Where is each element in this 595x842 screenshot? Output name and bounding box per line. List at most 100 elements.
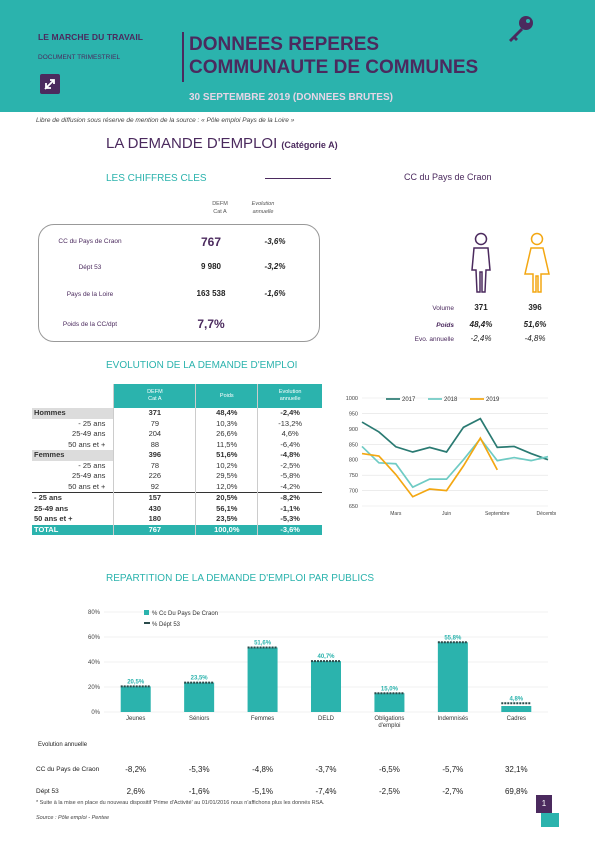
table-row: 50 ans et + 92 12,0% -4,2% xyxy=(32,481,322,493)
rep-row-label: Dépt 53 xyxy=(36,788,59,795)
x-tick-label: Septembre xyxy=(485,511,510,517)
th-evo: Evolution xyxy=(278,389,302,395)
gender-men-value: 48,4% xyxy=(469,320,493,329)
cell-defm: 371 xyxy=(113,408,196,419)
y-tick-label: 700 xyxy=(349,489,358,495)
cell-label: Femmes xyxy=(32,450,114,461)
cell-defm: 79 xyxy=(113,418,196,429)
col-header-evo-sub: annuelle xyxy=(252,209,274,215)
bar-value-label: 51,6% xyxy=(254,641,272,647)
cell-poids: 48,4% xyxy=(195,408,258,419)
cell-evo: -5,8% xyxy=(257,471,322,482)
repartition-title: REPARTITION DE LA DEMANDE D'EMPLOI PAR P… xyxy=(106,573,375,584)
x-tick-label: Mars xyxy=(390,511,402,517)
woman-icon xyxy=(520,232,554,296)
cell-evo: -1,1% xyxy=(257,503,322,514)
report-series-title: LE MARCHE DU TRAVAIL xyxy=(38,32,144,42)
table-header-evo: Evolution annuelle xyxy=(257,384,322,408)
cell-evo: -8,2% xyxy=(257,492,322,504)
cell-poids: 26,6% xyxy=(195,429,258,440)
cell-label: 50 ans et + xyxy=(68,439,106,449)
cell-label: 25-49 ans xyxy=(72,429,106,438)
cell-defm: 92 xyxy=(113,481,196,493)
legend-swatch xyxy=(144,610,149,615)
rep-row-label: CC du Pays de Craon xyxy=(36,766,100,773)
y-tick-label: 0% xyxy=(91,710,100,716)
cell-evo: -5,3% xyxy=(257,514,322,525)
cell-evo: -4,2% xyxy=(257,481,322,493)
kf-evolution: -3,2% xyxy=(264,262,286,271)
rep-value: -1,6% xyxy=(188,787,210,796)
rep-value: -5,7% xyxy=(442,765,464,774)
bar-value-label: 23,5% xyxy=(191,676,209,682)
cell-defm: 396 xyxy=(113,450,196,461)
y-tick-label: 850 xyxy=(349,442,358,448)
table-header-row: DEFM Cat A Poids Evolution annuelle xyxy=(32,384,322,408)
key-figures-box xyxy=(38,224,320,342)
cell-poids: 51,6% xyxy=(195,450,258,461)
arrows-logo-icon xyxy=(40,74,60,94)
x-tick-label: Jeunes xyxy=(126,716,145,722)
cell-defm: 157 xyxy=(113,492,196,504)
x-tick-label: DELD xyxy=(318,716,335,722)
cell-evo: 4,6% xyxy=(257,429,322,440)
monthly-line-chart: 650 700 750 800 850 900 950 1000 Mars Juin Septemb… xyxy=(346,396,556,517)
kf-label: Dépt 53 xyxy=(78,264,102,271)
bar-value-label: 20,5% xyxy=(127,679,145,685)
cell-label: 25-49 ans xyxy=(34,503,69,513)
cell-poids: 12,0% xyxy=(195,481,258,493)
cell-defm: 430 xyxy=(113,503,196,514)
x-tick-label: Obligations xyxy=(374,716,404,722)
bar-cc xyxy=(120,686,151,712)
cell-label: - 25 ans xyxy=(32,492,114,504)
page-number: 1 xyxy=(536,795,552,813)
cell-evo: -2,4% xyxy=(257,408,322,419)
gender-women-value: 396 xyxy=(528,303,542,312)
page-title-line2: COMMUNAUTE DE COMMUNES xyxy=(189,57,479,78)
bar-cc xyxy=(501,706,532,712)
y-tick-label: 1000 xyxy=(346,396,358,402)
kf-value: 767 xyxy=(200,235,222,249)
bar-value-label: 15,0% xyxy=(381,686,399,692)
cell-evo: -6,4% xyxy=(257,439,322,450)
kf-evolution: -3,6% xyxy=(264,237,286,246)
gender-row-label: Volume xyxy=(432,305,454,312)
cell-defm: 88 xyxy=(113,439,196,450)
rep-value: -2,5% xyxy=(378,787,400,796)
table-row: - 25 ans 79 10,3% -13,2% xyxy=(32,418,322,429)
table-row: 25-49 ans 204 26,6% 4,6% xyxy=(32,429,322,440)
legend-label: 2019 xyxy=(486,397,500,403)
bar-value-label: 55,8% xyxy=(444,635,462,641)
table-row: 50 ans et + 180 23,5% -5,3% xyxy=(32,514,322,525)
gender-women-value: -4,8% xyxy=(524,334,546,343)
table-row: 25-49 ans 430 56,1% -1,1% xyxy=(32,503,322,514)
y-tick-label: 750 xyxy=(349,473,358,479)
evolution-table: DEFM Cat A Poids Evolution annuelle Hommes… xyxy=(32,384,322,535)
annual-evolution-label: Evolution annuelle xyxy=(38,742,88,748)
y-tick-label: 650 xyxy=(349,504,358,510)
table-row: 50 ans et + 88 11,5% -6,4% xyxy=(32,439,322,450)
rep-value: -5,3% xyxy=(188,765,210,774)
table-row: Hommes 371 48,4% -2,4% xyxy=(32,408,322,419)
page-tab-decoration xyxy=(541,813,559,827)
report-date: 30 SEPTEMBRE 2019 (DONNEES BRUTES) xyxy=(189,92,393,103)
cell-poids: 29,5% xyxy=(195,471,258,482)
cell-label: 50 ans et + xyxy=(68,481,106,491)
cell-poids: 10,2% xyxy=(195,460,258,471)
gender-row-label: Evo. annuelle xyxy=(414,336,454,343)
col-header-evolution: Evolution annuelle xyxy=(243,200,283,216)
series-line-2017 xyxy=(361,417,549,461)
cell-label: - 25 ans xyxy=(78,460,106,470)
y-tick-label: 60% xyxy=(88,635,101,641)
kf-evolution: -1,6% xyxy=(264,289,286,298)
bar-value-label: 40,7% xyxy=(317,654,335,660)
cell-evo: -3,6% xyxy=(257,524,322,535)
page-title-line1: DONNEES REPERES xyxy=(189,34,380,55)
cell-label: TOTAL xyxy=(32,524,114,535)
header-divider xyxy=(182,32,184,82)
evolution-title: EVOLUTION DE LA DEMANDE D'EMPLOI xyxy=(106,360,298,371)
rep-value: -7,4% xyxy=(315,787,337,796)
cell-defm: 226 xyxy=(113,471,196,482)
bar-cc xyxy=(311,661,341,712)
rep-value: 32,1% xyxy=(504,765,528,774)
